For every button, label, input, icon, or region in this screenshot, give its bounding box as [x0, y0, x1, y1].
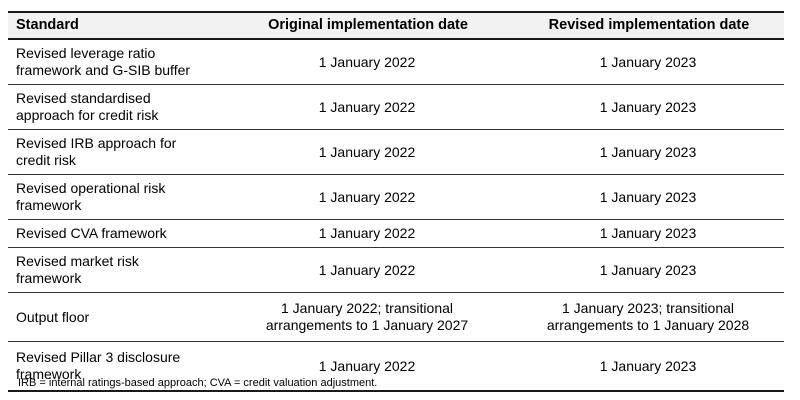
table-row: Revised operational risk framework 1 Janu… [8, 174, 784, 220]
table-row: Revised standardised approach for credit… [8, 84, 784, 130]
standard-cell: Revised standardised approach for credit… [8, 84, 222, 130]
column-header-revised-date: Revised implementation date [512, 11, 784, 40]
implementation-dates-table-wrap: Standard Original implementation date Re… [8, 11, 784, 392]
column-header-standard: Standard [8, 11, 222, 40]
header-row: Standard Original implementation date Re… [8, 11, 784, 40]
table-row: Output floor 1 January 2022; transitional… [8, 292, 784, 342]
standard-cell: Output floor [8, 292, 222, 342]
table-row: Revised Pillar 3 disclosure framework 1 J… [8, 341, 784, 392]
revised-date-cell: 1 January 2023 [512, 84, 784, 130]
standard-cell: Revised leverage ratio framework and G-S… [8, 39, 222, 85]
revised-date-cell: 1 January 2023 [512, 219, 784, 248]
table-header: Standard Original implementation date Re… [8, 11, 784, 40]
standard-cell: Revised IRB approach for credit risk [8, 129, 222, 175]
standard-cell: Revised operational risk framework [8, 174, 222, 220]
revised-date-cell: 1 January 2023 [512, 39, 784, 85]
standard-cell: Revised CVA framework [8, 219, 222, 248]
original-date-cell: 1 January 2022 [222, 39, 512, 85]
standard-cell: Revised Pillar 3 disclosure framework [8, 341, 222, 392]
revised-date-cell: 1 January 2023 [512, 174, 784, 220]
column-header-original-date: Original implementation date [222, 11, 512, 40]
original-date-cell: 1 January 2022 [222, 84, 512, 130]
original-date-cell: 1 January 2022 [222, 219, 512, 248]
revised-date-cell: 1 January 2023 [512, 247, 784, 293]
original-date-cell: 1 January 2022 [222, 129, 512, 175]
revised-date-cell: 1 January 2023 [512, 341, 784, 392]
implementation-dates-table: Standard Original implementation date Re… [8, 11, 784, 392]
revised-date-cell: 1 January 2023 [512, 129, 784, 175]
original-date-cell: 1 January 2022; transitional arrangement… [222, 292, 512, 342]
original-date-cell: 1 January 2022 [222, 341, 512, 392]
original-date-cell: 1 January 2022 [222, 247, 512, 293]
table-row: Revised market risk framework 1 January 2… [8, 247, 784, 293]
table-row: Revised leverage ratio framework and G-S… [8, 39, 784, 85]
original-date-cell: 1 January 2022 [222, 174, 512, 220]
standard-cell: Revised market risk framework [8, 247, 222, 293]
table-footnote: IRB = internal ratings-based approach; C… [18, 377, 378, 389]
table-row: Revised IRB approach for credit risk 1 Ja… [8, 129, 784, 175]
revised-date-cell: 1 January 2023; transitional arrangement… [512, 292, 784, 342]
table-body: Revised leverage ratio framework and G-S… [8, 39, 784, 392]
table-row: Revised CVA framework 1 January 2022 1 Jan… [8, 219, 784, 248]
